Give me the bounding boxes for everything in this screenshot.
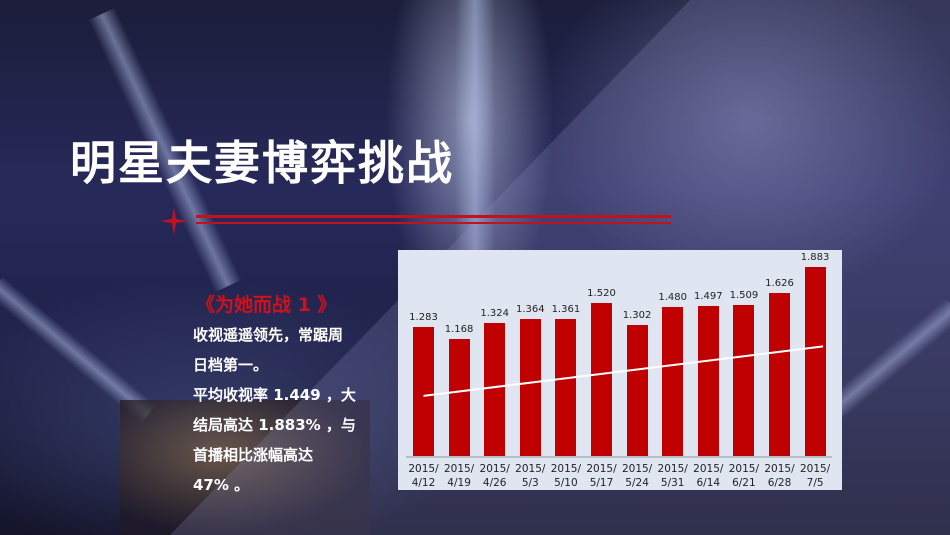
bar-value-label: 1.364 — [515, 304, 545, 316]
x-tick-label: 2015/5/17 — [586, 463, 617, 489]
divider-line — [196, 215, 671, 218]
bar — [769, 292, 790, 456]
description-line: 平均收视率 1.449 ，大 — [193, 386, 356, 404]
bar — [555, 319, 577, 456]
x-tick-label: 2015/4/12 — [408, 463, 439, 489]
bar — [448, 338, 470, 456]
bar-value-label: 1.361 — [551, 304, 581, 316]
x-tick-label: 2015/5/31 — [657, 463, 688, 489]
description-line: 收视遥遥领先，常踞周 — [193, 326, 344, 344]
bar-value-label: 1.520 — [587, 288, 616, 300]
bar-value-label: 1.168 — [444, 323, 474, 335]
bar — [733, 304, 755, 456]
bar-value-label: 1.302 — [622, 310, 652, 322]
bar — [626, 325, 648, 456]
x-tick-label: 2015/5/10 — [550, 463, 582, 489]
bar-value-label: 1.883 — [800, 252, 830, 263]
x-tick-label: 2015/7/5 — [799, 463, 831, 489]
bar-value-label: 1.497 — [693, 290, 723, 302]
bar — [519, 319, 541, 456]
x-tick-label: 2015/5/24 — [621, 463, 653, 489]
description-line: 日档第一。 — [193, 356, 269, 374]
divider-line — [196, 222, 671, 224]
x-tick-label: 2015/4/26 — [479, 463, 510, 489]
bar — [413, 327, 434, 456]
bar-value-label: 1.509 — [729, 289, 759, 301]
x-axis — [406, 456, 832, 458]
light-beam — [455, 0, 495, 250]
slide-title: 明星夫妻博弈挑战 — [70, 136, 454, 190]
bar — [662, 307, 684, 456]
sparkle-icon — [160, 207, 188, 235]
bar-value-label: 1.480 — [658, 292, 687, 304]
x-tick-label: 2015/6/28 — [764, 463, 795, 489]
bar — [591, 303, 612, 456]
description-line: 47% 。 — [193, 476, 250, 494]
x-tick-label: 2015/6/21 — [728, 463, 760, 489]
description-text: 收视遥遥领先，常踞周 日档第一。 平均收视率 1.449 ，大 结局高达 1.8… — [193, 320, 383, 500]
bar-value-label: 1.626 — [765, 277, 794, 289]
description-line: 结局高达 1.883% ，与 — [193, 416, 356, 434]
building-silhouette — [120, 400, 370, 535]
bar — [484, 323, 506, 456]
bar-value-label: 1.283 — [409, 312, 438, 324]
x-tick-label: 2015/4/19 — [443, 463, 475, 489]
bar — [697, 305, 719, 456]
description-line: 首播相比涨幅高达 — [193, 446, 314, 464]
x-tick-label: 2015/5/3 — [515, 463, 546, 489]
bar — [804, 267, 826, 456]
show-name: 《为她而战 1 》 — [196, 294, 337, 316]
bar-value-label: 1.324 — [480, 308, 509, 320]
x-tick-label: 2015/6/14 — [693, 463, 724, 489]
